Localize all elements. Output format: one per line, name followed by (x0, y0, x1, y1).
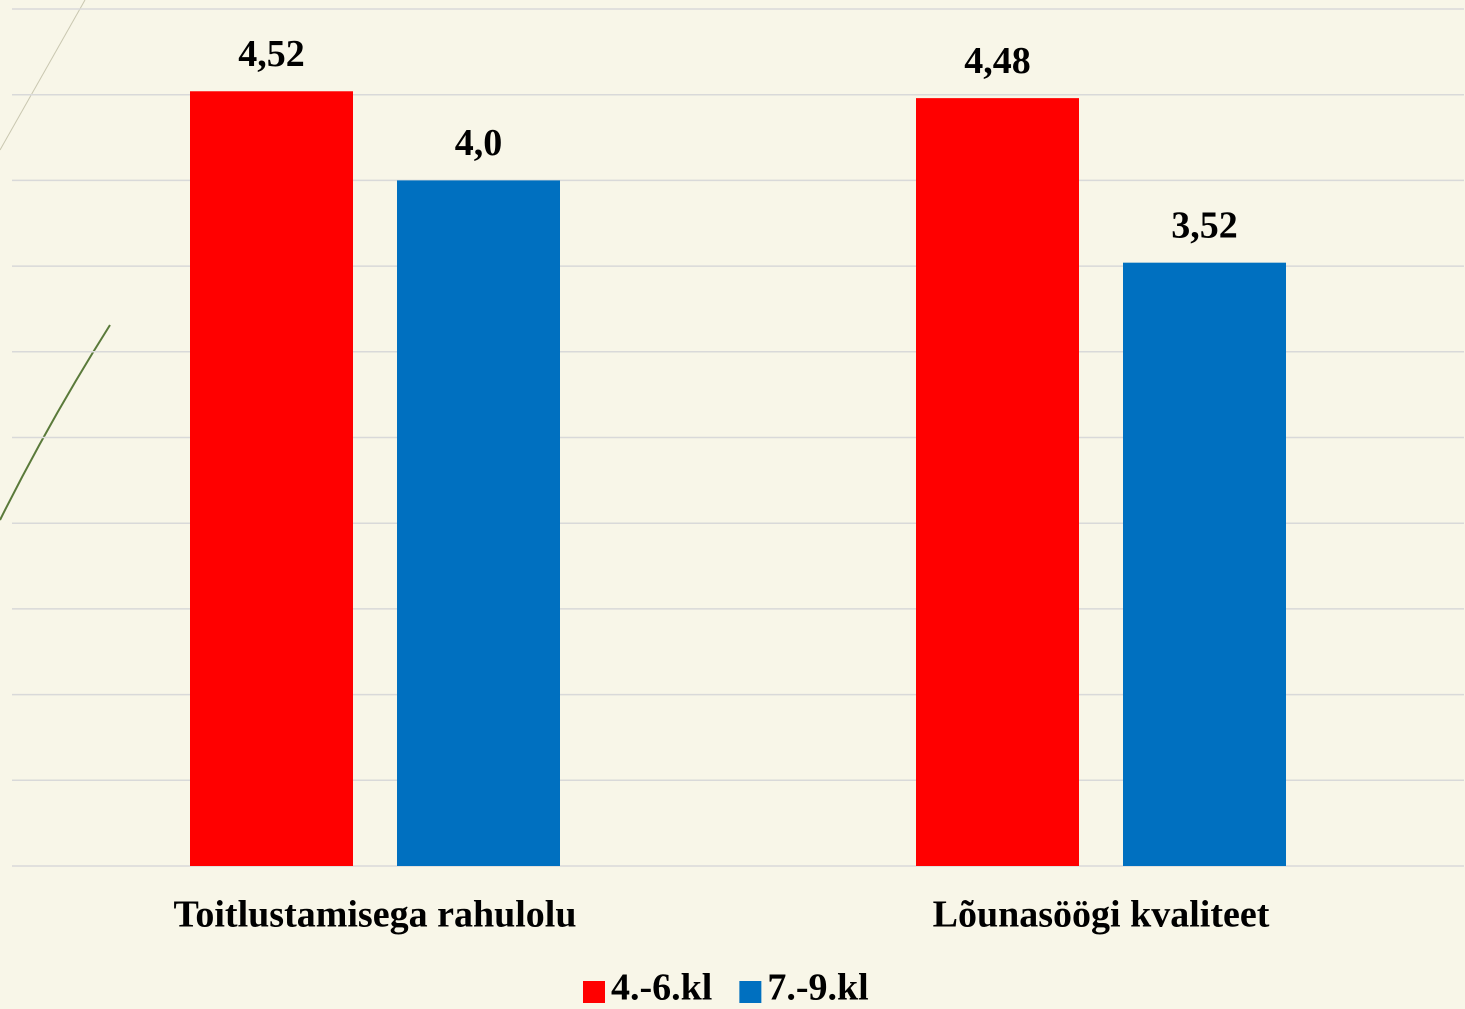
legend-label: 7.-9.kl (767, 967, 868, 1009)
bar (397, 180, 560, 866)
legend-label: 4.-6.kl (611, 967, 712, 1009)
decoration (0, 324, 111, 521)
x-tick-label: Lõunasöögi kvaliteet (933, 894, 1270, 936)
data-label: 4,0 (455, 122, 503, 164)
bar (1123, 262, 1286, 866)
x-tick-label: Toitlustamisega rahulolu (174, 894, 577, 936)
legend-swatch (739, 981, 762, 1003)
legend-swatch (583, 981, 605, 1003)
bar (190, 91, 353, 867)
data-label: 4,52 (238, 33, 305, 75)
bar (916, 98, 1079, 867)
data-label: 4,48 (964, 40, 1031, 82)
data-label: 3,52 (1171, 204, 1238, 246)
decoration (0, 0, 86, 151)
